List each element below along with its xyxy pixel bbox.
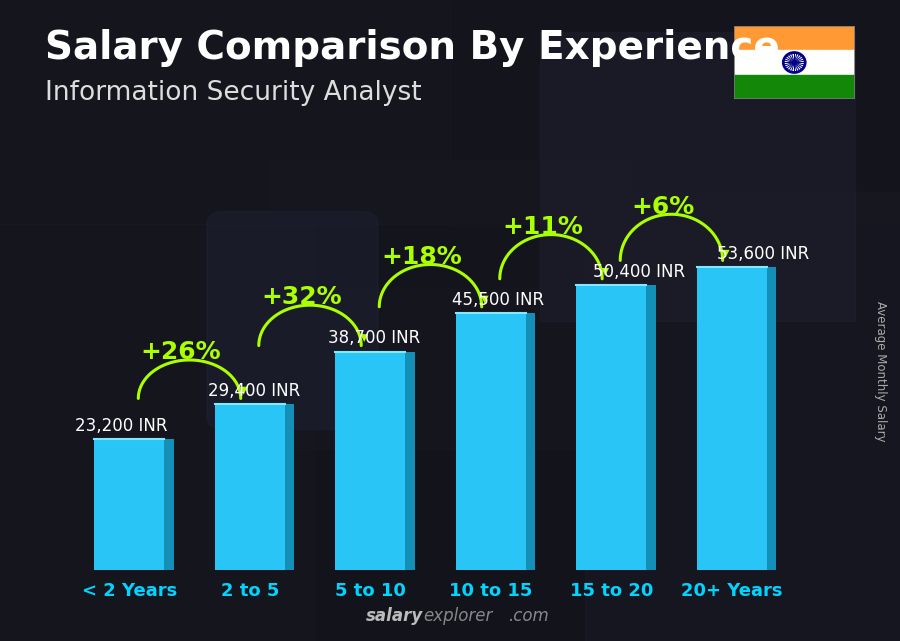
Text: Average Monthly Salary: Average Monthly Salary: [874, 301, 886, 442]
Text: salary: salary: [365, 607, 423, 625]
Text: explorer: explorer: [423, 607, 492, 625]
Text: Salary Comparison By Experience: Salary Comparison By Experience: [45, 29, 779, 67]
Text: 50,400 INR: 50,400 INR: [593, 263, 685, 281]
Bar: [585, 192, 900, 641]
Bar: [734, 50, 855, 75]
Polygon shape: [767, 267, 777, 570]
Bar: [94, 439, 164, 570]
Bar: [336, 352, 405, 570]
Text: 23,200 INR: 23,200 INR: [75, 417, 167, 435]
Bar: [0, 224, 315, 641]
Text: .com: .com: [508, 607, 549, 625]
Text: +11%: +11%: [502, 215, 583, 239]
Bar: [215, 404, 284, 570]
Bar: [576, 285, 646, 570]
Polygon shape: [284, 404, 294, 570]
Text: Information Security Analyst: Information Security Analyst: [45, 80, 421, 106]
Bar: [315, 288, 585, 641]
Bar: [540, 32, 855, 320]
Text: +32%: +32%: [261, 285, 342, 310]
Bar: [455, 313, 526, 570]
Polygon shape: [164, 439, 174, 570]
Bar: [270, 160, 630, 449]
Text: +18%: +18%: [382, 245, 463, 269]
Text: 38,700 INR: 38,700 INR: [328, 329, 420, 347]
Bar: [697, 267, 767, 570]
Polygon shape: [646, 285, 656, 570]
Text: 53,600 INR: 53,600 INR: [717, 245, 809, 263]
Polygon shape: [405, 352, 415, 570]
Circle shape: [792, 61, 796, 64]
FancyBboxPatch shape: [207, 212, 378, 429]
Text: 45,500 INR: 45,500 INR: [452, 290, 544, 308]
Bar: [0, 0, 450, 224]
Text: +6%: +6%: [632, 196, 695, 219]
Text: +26%: +26%: [140, 340, 221, 364]
Text: 29,400 INR: 29,400 INR: [208, 381, 300, 399]
Bar: [450, 0, 900, 224]
Polygon shape: [526, 313, 536, 570]
Bar: [734, 75, 855, 99]
Bar: [734, 26, 855, 50]
